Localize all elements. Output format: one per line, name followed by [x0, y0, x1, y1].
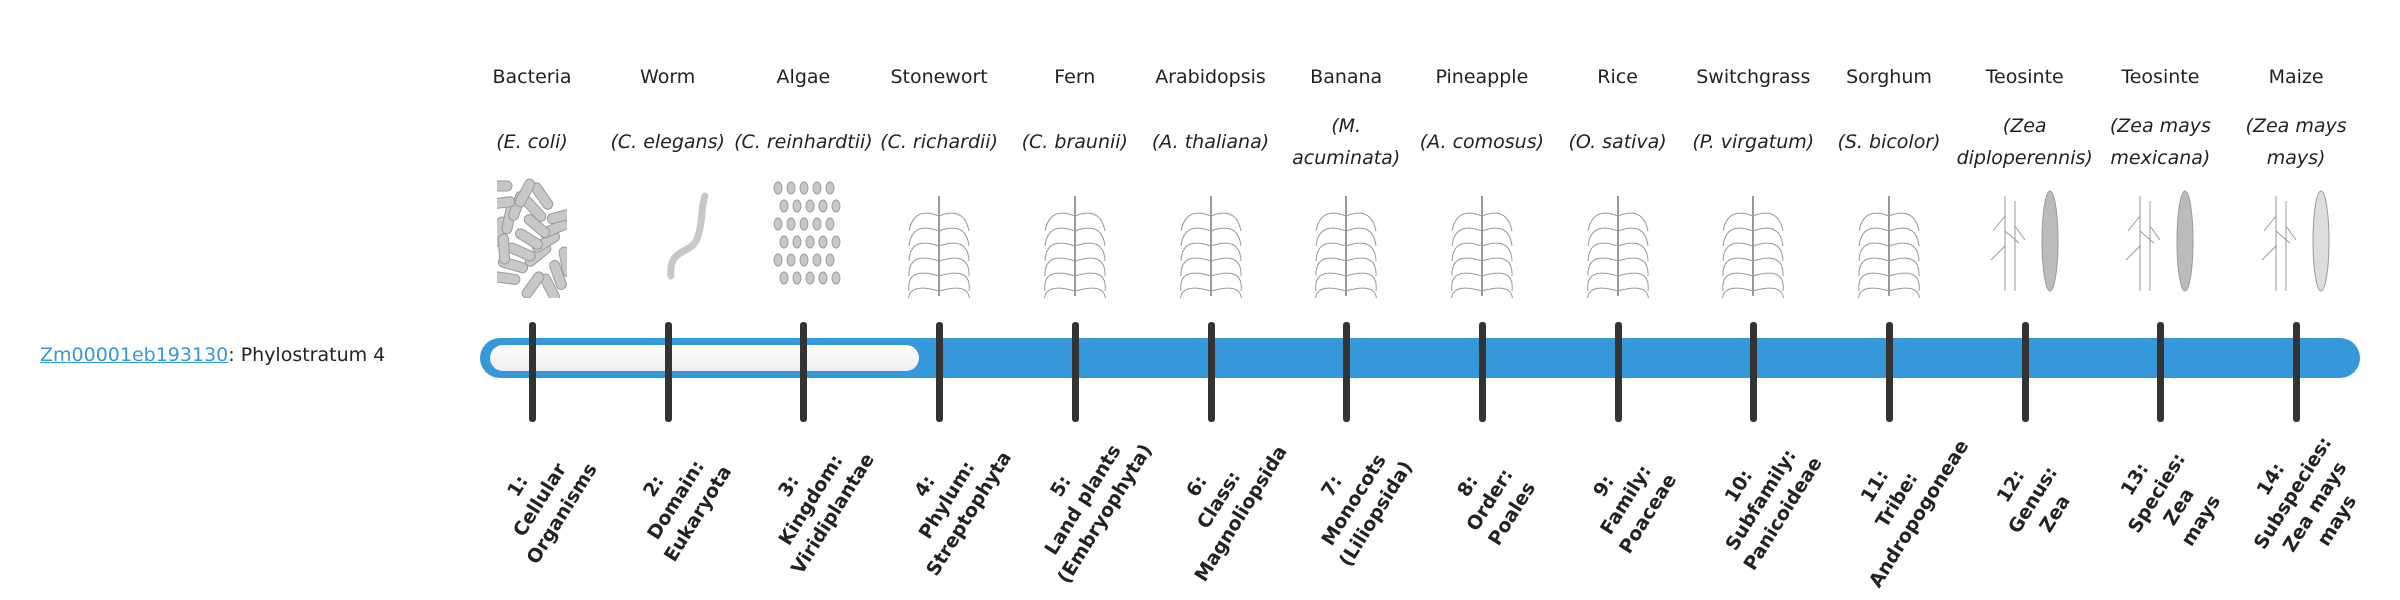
fern-image: [1020, 176, 1130, 307]
organism-scientific-name: (C. reinhardtii): [734, 131, 873, 153]
phylostratum-label: 10: Subfamily: Panicoideae: [1720, 445, 1827, 575]
phylostratum-label: 1: Cellular Organisms: [503, 459, 602, 569]
organism-common-name: Banana: [1310, 66, 1383, 88]
phylostratum-text: : Phylostratum 4: [228, 344, 386, 366]
phylostratum-label: 11: Tribe: Andropogoneae: [1856, 435, 1974, 592]
phylostratum-label: 12: Genus: Zea: [1992, 462, 2075, 538]
phylostratum-tick: [800, 322, 808, 422]
phylostratum-tick: [1478, 322, 1486, 422]
phylostratum-bar-empty: [490, 345, 920, 371]
maize-image: [2241, 176, 2351, 298]
phylostratum-label: 8: Order: Poales: [1452, 464, 1540, 550]
pineapple-image: [1427, 176, 1537, 307]
organism-common-name: Switchgrass: [1696, 66, 1811, 88]
organism-scientific-name: (Zea mays mays): [2245, 115, 2347, 169]
organism-common-name: Rice: [1597, 66, 1638, 88]
organism-common-name: Bacteria: [492, 66, 572, 88]
organism-common-name: Maize: [2268, 66, 2324, 88]
worm-image: [613, 176, 723, 298]
phylostratum-tick: [1886, 322, 1893, 422]
organism-common-name: Stonewort: [890, 66, 988, 88]
organism-common-name: Algae: [776, 66, 831, 88]
phylostratum-tick: [1207, 322, 1215, 422]
phylostratum-tick: [2021, 322, 2029, 422]
phylostratum-tick: [2293, 322, 2301, 422]
teosinte-image: [1970, 176, 2080, 298]
organism-scientific-name: (C. richardii): [880, 131, 998, 153]
organism-common-name: Sorghum: [1846, 66, 1932, 88]
organism-scientific-name: (M. acuminata): [1292, 115, 1401, 169]
organism-scientific-name: (P. virgatum): [1692, 131, 1815, 153]
phylostratum-bar: [480, 338, 2360, 378]
phylostratum-label: 9: Family: Poaceae: [1588, 461, 1681, 558]
sorghum-image: [1834, 176, 1944, 307]
phylostratum-tick: [664, 322, 672, 422]
phylostratum-label: 6: Class: Magnoliopsida: [1181, 441, 1292, 586]
algae-image: [748, 176, 858, 298]
organism-scientific-name: (E. coli): [496, 131, 568, 153]
phylostratum-tick: [1071, 322, 1079, 422]
phylostratum-tick: [2157, 322, 2165, 422]
phylostratum-label: 14: Subspecies: Zea mays mays: [2249, 432, 2362, 556]
organism-scientific-name: (Zea mays mexicana): [2109, 115, 2211, 169]
phylostratum-tick: [1750, 322, 1758, 422]
switchgrass-image: [1698, 176, 1808, 307]
phylostratum-label: 3: Kingdom: Viridiplantae: [774, 449, 880, 579]
phylostratum-tick: [529, 322, 536, 422]
phylostratum-label: 5: Land plants (Embryophyta): [1040, 440, 1157, 588]
phylostratum-tick: [1343, 322, 1351, 422]
organism-common-name: Arabidopsis: [1155, 66, 1266, 88]
organism-scientific-name: (S. bicolor): [1837, 131, 1941, 153]
teosinte-mexicana-image: [2105, 176, 2215, 298]
bacteria-image: [477, 176, 587, 298]
rice-image: [1563, 176, 1673, 307]
organism-scientific-name: (A. thaliana): [1151, 131, 1270, 153]
organism-scientific-name: (A. comosus): [1419, 131, 1545, 153]
organism-common-name: Teosinte: [2121, 66, 2200, 88]
phylostratum-label: 2: Domain: Eukaryota: [638, 456, 736, 566]
organism-common-name: Pineapple: [1435, 66, 1529, 88]
phylostratum-label: 7: Monocots (Liliopsida): [1317, 450, 1418, 571]
phylostratum-label: 13: Species: Zea mays: [2116, 449, 2226, 551]
arabidopsis-image: [1156, 176, 1266, 307]
organism-common-name: Teosinte: [1985, 66, 2064, 88]
organism-scientific-name: (C. elegans): [610, 131, 725, 153]
organism-scientific-name: (O. sativa): [1568, 131, 1667, 153]
organism-scientific-name: (Zea diploperennis): [1956, 115, 2093, 169]
phylostratum-label: 4: Phylum: Streptophyta: [910, 447, 1017, 580]
stonewort-image: [884, 176, 994, 307]
phylostratum-tick: [936, 322, 944, 422]
banana-image: [1291, 176, 1401, 307]
gene-label: Zm00001eb193130: Phylostratum 4: [40, 344, 385, 366]
gene-id-link[interactable]: Zm00001eb193130: [40, 344, 229, 366]
organism-scientific-name: (C. braunii): [1021, 131, 1128, 153]
organism-common-name: Fern: [1054, 66, 1096, 88]
organism-common-name: Worm: [640, 66, 696, 88]
phylostratum-tick: [1614, 322, 1622, 422]
